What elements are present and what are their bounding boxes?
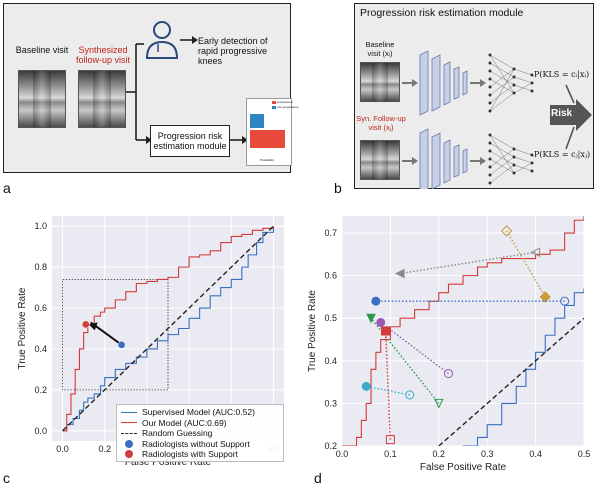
mini-legend-progressive: progressive <box>277 100 293 104</box>
marker-with-2 <box>371 296 381 306</box>
y-axis-label: True Positive Rate <box>307 290 318 372</box>
marker-without-0 <box>500 225 513 237</box>
y-tick-label: 0.7 <box>324 228 337 238</box>
panel-label-b: b <box>334 180 342 196</box>
progression-module-box: Progression risk estimation module <box>150 125 230 157</box>
doctor-icon <box>145 21 179 59</box>
panel-a-connectors <box>126 21 248 144</box>
radiologist-point-1 <box>81 320 90 329</box>
marker-without-1 <box>530 247 541 258</box>
synthesized-xray <box>78 70 126 128</box>
y-tick-label: 0.4 <box>324 356 337 366</box>
mini-xlabel: Probability <box>260 158 275 162</box>
marker-with-6 <box>381 326 391 336</box>
baseline-xray <box>18 70 66 128</box>
legend-random: Random Guessing <box>142 428 213 439</box>
roc-chart-c: 0.00.20.40.60.81.00.00.20.40.60.81.0Fals… <box>17 216 284 466</box>
risk-arrow <box>550 99 592 131</box>
mini-bar-non-progressive <box>250 114 264 128</box>
formula-bottom: P(KLS = cⱼ|xⱼ) <box>534 150 591 159</box>
baseline-label: Baseline visit <box>15 45 69 55</box>
x-tick-label: 0.0 <box>56 444 69 454</box>
pair-connector-4 <box>370 317 440 404</box>
marker-with-1 <box>394 268 405 279</box>
marker-with-4 <box>366 313 376 324</box>
legend-supervised: Supervised Model (AUC:0.52) <box>142 407 255 418</box>
improvement-arrow-head <box>88 322 98 331</box>
panel-b-synthetic-label: Syn. Follow-up visit (xⱼ) <box>356 114 406 132</box>
legend-with: Radiologists with Support <box>142 449 238 460</box>
synthesized-label: Synthesized follow-up visit <box>75 45 131 65</box>
pair-connector-0 <box>505 230 546 298</box>
roc-series-line-1 <box>463 288 584 446</box>
panel-b-title: Progression risk estimation module <box>360 7 524 19</box>
y-tick-label: 0.4 <box>34 344 47 354</box>
x-tick-label: 0.5 <box>578 449 591 459</box>
mini-legend-non-progressive: non-progressive <box>277 105 299 109</box>
y-tick-label: 0.6 <box>324 271 337 281</box>
marker-with-3 <box>376 317 386 327</box>
marker-with-5 <box>361 381 371 391</box>
x-tick-label: 0.2 <box>98 444 111 454</box>
roc-series-line-2 <box>438 317 584 446</box>
mini-bar-progressive <box>250 130 285 148</box>
risk-label: Risk <box>551 108 573 119</box>
legend-c: Supervised Model (AUC:0.52) Our Model (A… <box>116 404 284 462</box>
marker-without-3 <box>443 369 453 379</box>
y-tick-label: 0.3 <box>324 398 337 408</box>
y-tick-label: 0.0 <box>34 426 47 436</box>
marker-with-0 <box>539 291 551 303</box>
pair-connector-6 <box>384 330 392 440</box>
panel-b-baseline-label: Baseline visit (xᵢ) <box>365 40 395 58</box>
x-tick-label: 0.2 <box>433 449 446 459</box>
panel-b-network <box>402 50 592 189</box>
roc-series-line-2 <box>62 225 274 432</box>
panel-b-baseline-xray <box>360 62 400 102</box>
y-tick-label: 0.8 <box>34 262 47 272</box>
cnn-bottom <box>402 128 534 189</box>
x-axis-label: False Positive Rate <box>420 462 507 473</box>
x-tick-label: 0.3 <box>481 449 494 459</box>
marker-without-5 <box>405 390 415 400</box>
panel-label-a: a <box>3 180 11 196</box>
y-tick-label: 1.0 <box>34 221 47 231</box>
mini-bar-svg <box>250 101 285 148</box>
pair-connector-3 <box>380 321 449 375</box>
x-tick-label: 0.0 <box>336 449 349 459</box>
y-tick-label: 0.2 <box>324 441 337 451</box>
roc-series-line-0 <box>342 216 584 446</box>
radiologist-point-0 <box>117 341 126 349</box>
marker-without-4 <box>433 398 444 409</box>
roc-series-line-0 <box>62 226 275 432</box>
marker-without-6 <box>385 435 395 445</box>
marker-without-2 <box>560 296 570 306</box>
legend-ours: Our Model (AUC:0.69) <box>142 417 227 428</box>
plot-area <box>62 225 275 432</box>
panel-label-d: d <box>314 470 322 486</box>
y-axis-label: True Positive Rate <box>17 287 28 369</box>
plot-area <box>342 216 584 446</box>
cnn-top <box>402 50 534 116</box>
early-detection-label: Early detection of rapid progressive kne… <box>198 36 268 66</box>
y-tick-label: 0.2 <box>34 385 47 395</box>
panel-b-synthetic-xray <box>360 140 400 180</box>
formula-top: P(KLS = cᵢ|xᵢ) <box>534 70 590 79</box>
x-tick-label: 0.1 <box>384 449 397 459</box>
plot-background <box>342 216 584 446</box>
x-tick-label: 0.4 <box>529 449 542 459</box>
roc-chart-d: 0.0 0.1 0.2 0.3 0.4 0.5 0.2 0.3 0.4 0.5 0.6 0.7 Fals… <box>307 216 591 473</box>
roc-series-line-1 <box>62 226 275 432</box>
legend-without: Radiologists without Support <box>142 438 250 449</box>
panel-label-c: c <box>3 470 10 486</box>
y-tick-label: 0.5 <box>324 313 337 323</box>
y-tick-label: 0.6 <box>34 303 47 313</box>
